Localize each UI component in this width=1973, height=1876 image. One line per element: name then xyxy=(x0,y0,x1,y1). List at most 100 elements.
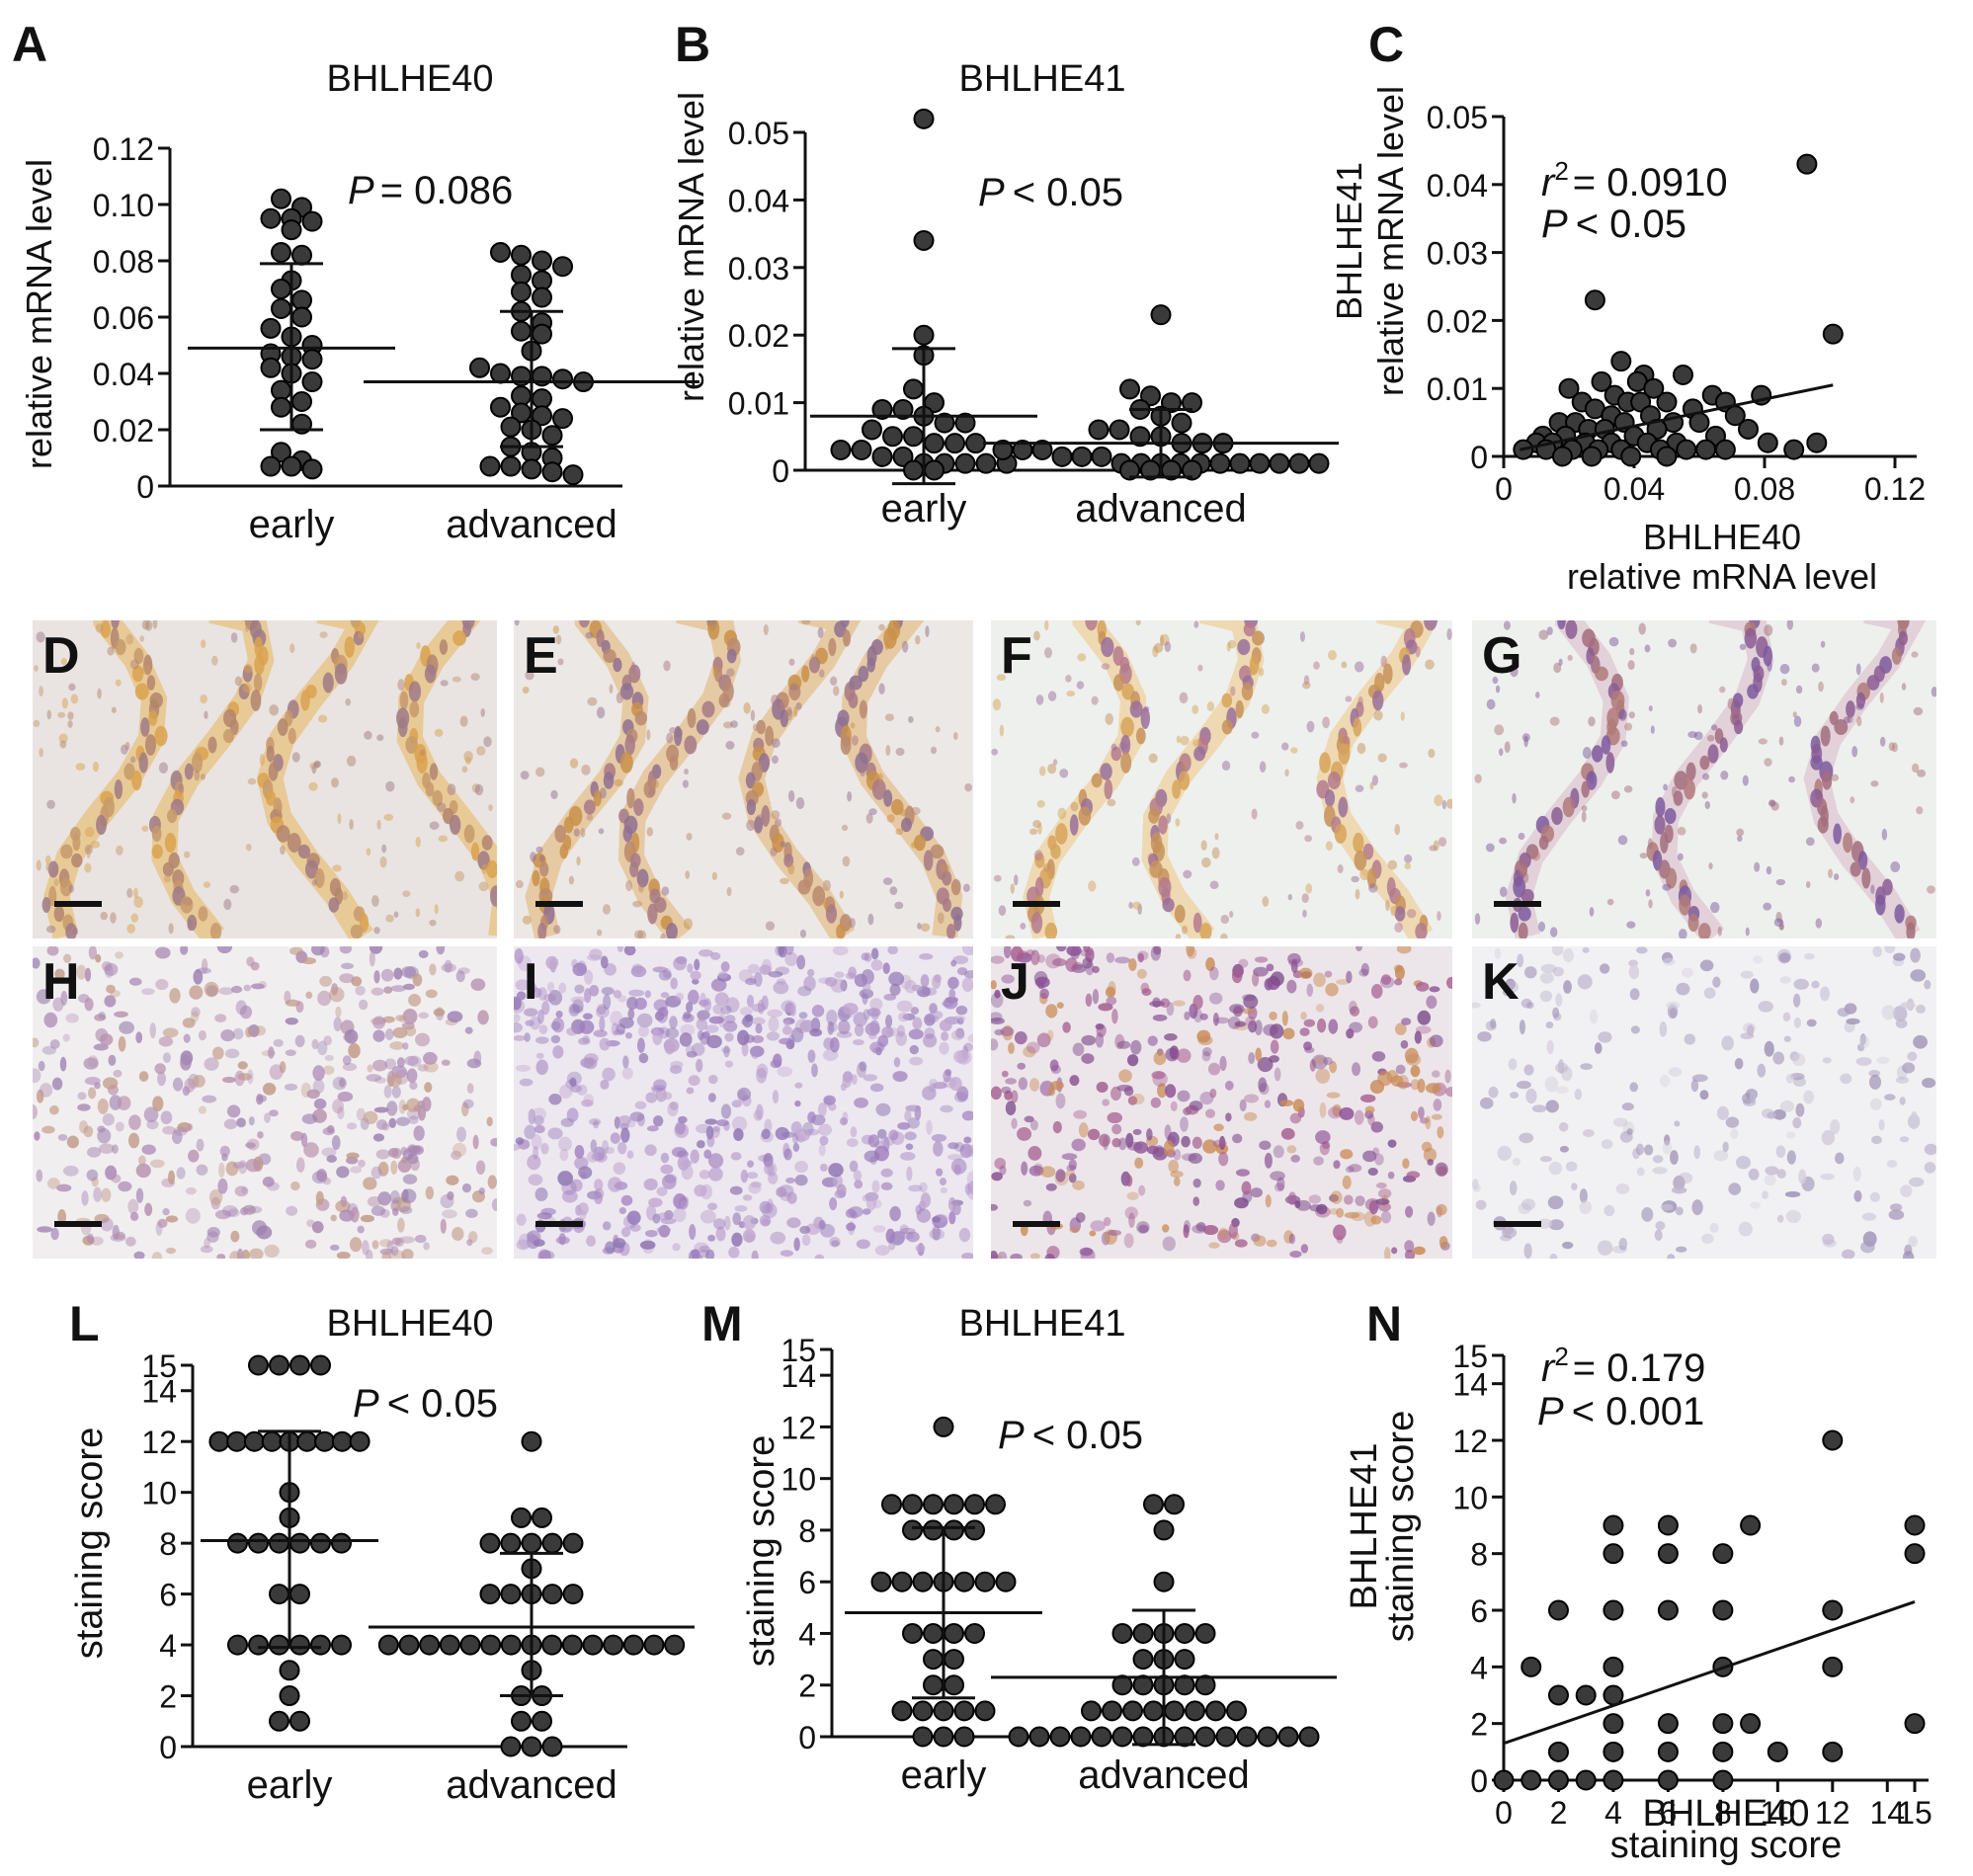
stromal-cell xyxy=(1581,805,1588,812)
nucleus xyxy=(1008,1042,1015,1054)
data-point xyxy=(1521,1769,1542,1791)
stromal-cell xyxy=(1043,647,1052,659)
nucleus xyxy=(358,1159,366,1168)
nucleus xyxy=(372,1133,385,1142)
nucleus xyxy=(254,654,265,676)
chart-title: BHLHE41 xyxy=(959,58,1126,100)
stromal-cell xyxy=(1704,800,1710,810)
nucleus xyxy=(372,1016,386,1029)
nucleus xyxy=(1869,1098,1882,1110)
nucleus xyxy=(1725,1116,1740,1128)
data-point xyxy=(1150,304,1172,326)
data-point xyxy=(1620,446,1642,467)
nucleus xyxy=(920,974,930,988)
y-axis-label-line1: BHLHE41 xyxy=(1329,162,1369,320)
data-point xyxy=(439,1634,460,1656)
nucleus xyxy=(1719,737,1728,753)
stromal-cell xyxy=(1343,735,1351,745)
nucleus xyxy=(932,1225,941,1241)
nucleus xyxy=(1600,963,1610,974)
nucleus xyxy=(899,1224,909,1234)
nucleus xyxy=(268,762,279,781)
stromal-cell xyxy=(682,779,690,788)
nucleus xyxy=(54,968,65,980)
nucleus xyxy=(461,1183,472,1193)
nucleus xyxy=(232,1027,244,1040)
nucleus xyxy=(234,1070,245,1087)
nucleus xyxy=(696,1018,708,1031)
nucleus xyxy=(1425,1083,1441,1094)
stromal-cell xyxy=(1792,711,1797,718)
nucleus xyxy=(140,988,155,996)
nucleus xyxy=(948,1210,956,1225)
nucleus xyxy=(554,825,566,843)
panel-letter: K xyxy=(1482,953,1520,1011)
nucleus xyxy=(1662,1140,1673,1155)
nucleus xyxy=(1861,867,1871,889)
nucleus xyxy=(249,1248,264,1259)
nucleus xyxy=(1001,974,1015,984)
data-point xyxy=(1194,1726,1216,1748)
nucleus xyxy=(780,1250,794,1257)
nucleus xyxy=(870,959,883,971)
stromal-cell xyxy=(33,719,41,728)
nucleus xyxy=(143,1106,159,1123)
nucleus xyxy=(1821,1129,1836,1146)
nucleus xyxy=(1136,968,1147,979)
nucleus xyxy=(1395,1064,1406,1075)
nucleus xyxy=(1888,1209,1905,1220)
nucleus xyxy=(1183,969,1192,982)
nucleus xyxy=(994,1028,1005,1036)
nucleus xyxy=(1095,1032,1105,1048)
nucleus xyxy=(1494,947,1502,959)
nucleus xyxy=(710,978,727,992)
stromal-cell xyxy=(1259,761,1267,773)
nucleus xyxy=(481,835,493,851)
stromal-cell xyxy=(332,864,342,872)
nucleus xyxy=(871,1180,880,1193)
y-tick-label: 0 xyxy=(136,469,154,505)
stromal-cell xyxy=(1033,630,1040,641)
nucleus xyxy=(514,1034,526,1041)
nucleus xyxy=(62,1033,70,1042)
data-point xyxy=(923,1494,944,1515)
nucleus xyxy=(65,923,77,938)
x-category-label: advanced xyxy=(446,1763,617,1807)
nucleus xyxy=(872,1225,886,1233)
data-point xyxy=(1031,439,1053,460)
stromal-cell xyxy=(1499,748,1504,757)
stromal-cell xyxy=(1758,738,1767,745)
nucleus xyxy=(956,1086,969,1101)
nucleus xyxy=(643,1178,658,1191)
nucleus xyxy=(783,1020,790,1027)
nucleus xyxy=(1085,993,1093,1007)
nucleus xyxy=(418,949,429,958)
stromal-cell xyxy=(291,752,300,763)
nucleus xyxy=(991,1203,999,1211)
data-point xyxy=(923,1649,944,1671)
nucleus xyxy=(1069,1075,1080,1087)
nucleus xyxy=(579,620,590,628)
nucleus xyxy=(1519,1020,1526,1035)
nucleus xyxy=(180,946,189,955)
stromal-cell xyxy=(908,715,914,723)
nucleus xyxy=(285,1017,298,1025)
data-point xyxy=(830,439,852,460)
data-point xyxy=(954,412,976,434)
tissue-texture xyxy=(1474,620,1936,938)
data-point xyxy=(902,1494,923,1515)
nucleus xyxy=(647,903,658,925)
stromal-cell xyxy=(1727,697,1735,710)
nucleus xyxy=(183,1033,191,1043)
nucleus xyxy=(611,1022,619,1036)
panel-a: A BHLHE40 relative mRNA level P = 0.086 0… xyxy=(12,17,699,546)
nucleus xyxy=(721,1046,731,1054)
stromal-cell xyxy=(488,804,493,812)
stromal-cell xyxy=(817,626,824,638)
data-point xyxy=(1610,351,1632,372)
nucleus xyxy=(305,991,313,1000)
nucleus xyxy=(1082,957,1093,969)
stromal-cell xyxy=(1911,651,1919,658)
data-point xyxy=(923,1674,944,1696)
